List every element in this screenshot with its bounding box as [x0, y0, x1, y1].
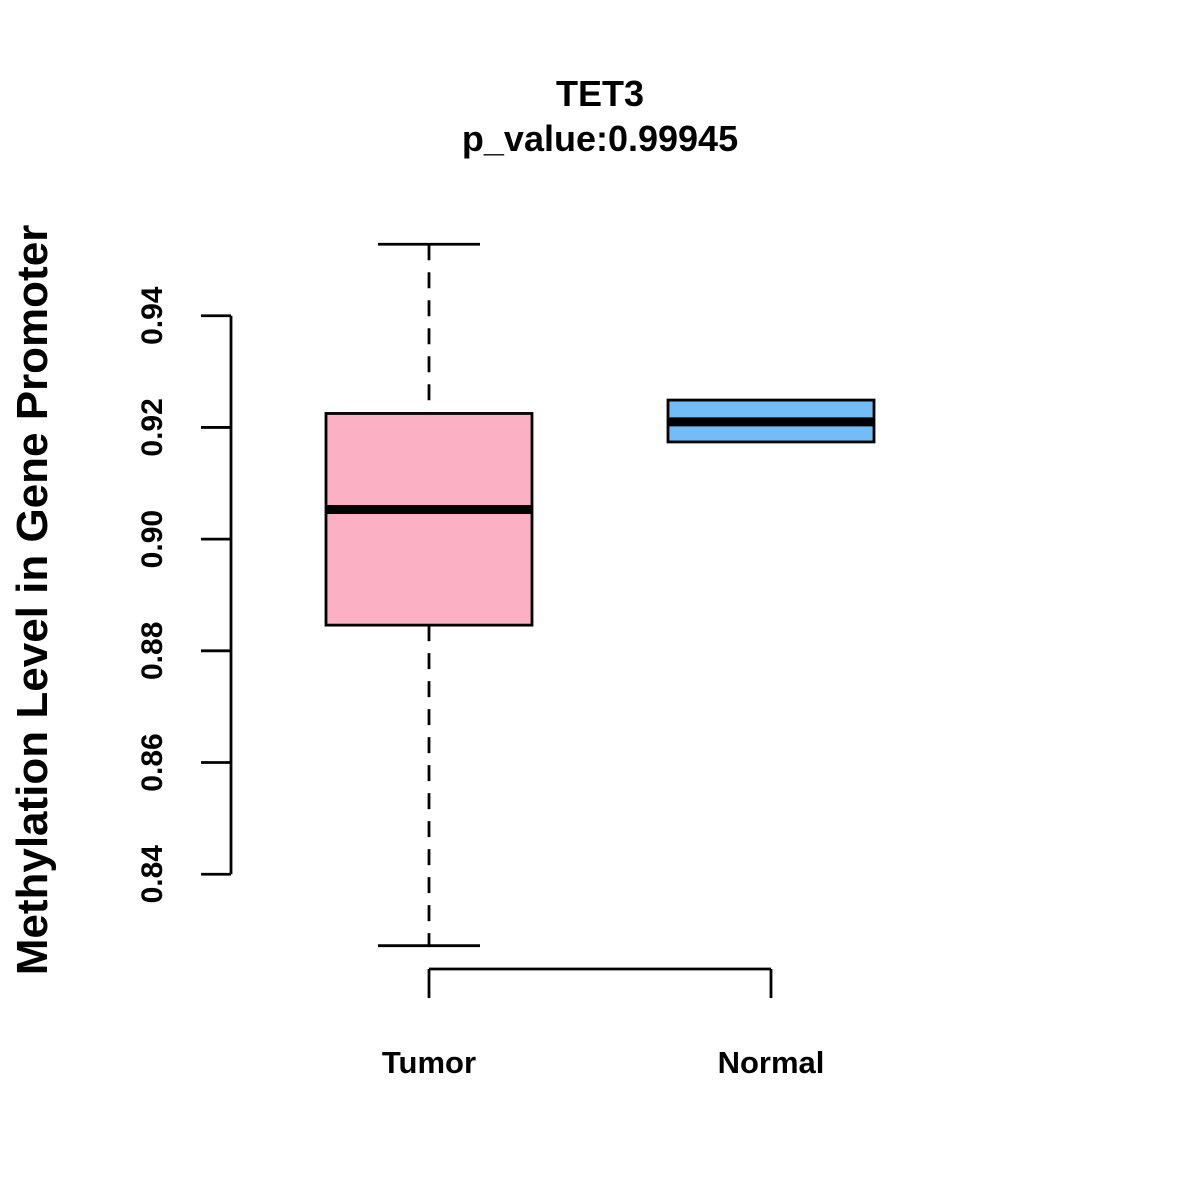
y-axis-label: Methylation Level in Gene Promoter [8, 225, 57, 976]
y-tick-label-4: 0.92 [136, 398, 169, 456]
y-tick-label-0: 0.84 [136, 845, 169, 904]
y-tick-label-5: 0.94 [136, 286, 169, 345]
x-tick-label-normal: Normal [718, 1045, 825, 1080]
x-tick-label-tumor: Tumor [382, 1045, 476, 1080]
y-tick-label-3: 0.90 [136, 510, 169, 568]
y-axis: 0.84 0.86 0.88 0.90 0.92 0.94 [136, 286, 233, 904]
boxes [324, 242, 876, 948]
box-normal [666, 398, 876, 444]
chart-subtitle: p_value:0.99945 [462, 118, 738, 159]
y-tick-label-2: 0.88 [136, 622, 169, 680]
y-tick-label-1: 0.86 [136, 733, 169, 791]
iqr-box-tumor [324, 412, 534, 627]
x-axis: Tumor Normal [382, 967, 825, 1080]
chart-title: TET3 [556, 73, 644, 114]
box-tumor [324, 242, 534, 948]
